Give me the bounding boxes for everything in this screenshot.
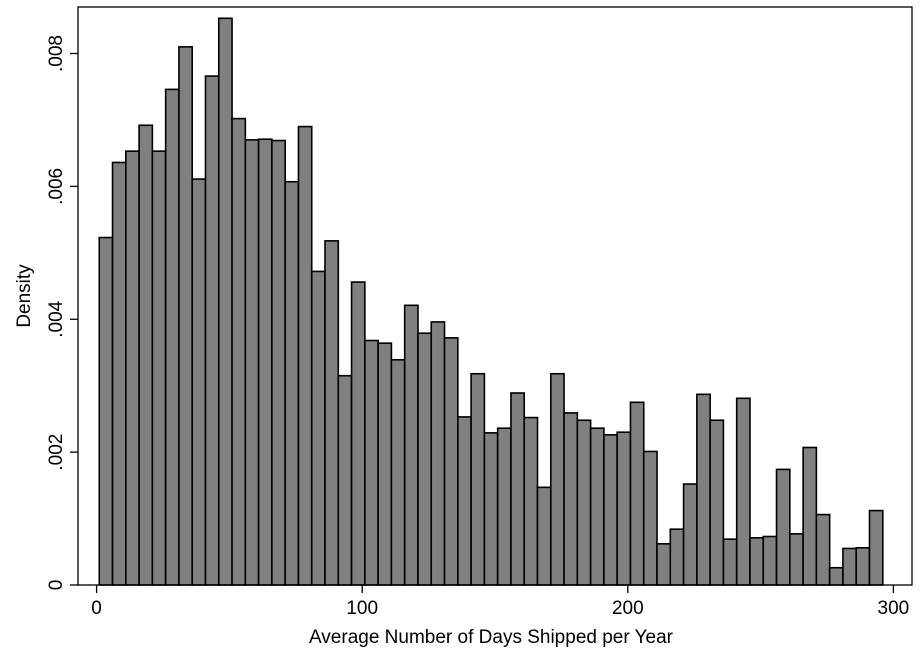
histogram-bar (191, 178, 207, 586)
histogram-bar (324, 240, 340, 586)
histogram-bar (98, 236, 114, 586)
histogram-bar (603, 434, 618, 586)
histogram-bar (682, 483, 698, 586)
plot-frame (77, 6, 913, 586)
histogram-bar (842, 547, 858, 586)
histogram-bar (204, 75, 220, 586)
histogram-bar (669, 528, 685, 586)
y-tick-label: .002 (46, 434, 67, 471)
histogram-bar (749, 537, 765, 586)
x-tick-label: 100 (346, 598, 378, 619)
histogram-bar (616, 431, 632, 586)
histogram-bar (178, 46, 194, 586)
y-tick-label: .008 (46, 35, 67, 72)
histogram-bar (403, 304, 419, 586)
histogram-bar (231, 117, 247, 586)
x-tick-label: 300 (878, 598, 910, 619)
histogram-bar (430, 321, 446, 586)
histogram-bar (417, 332, 433, 586)
histogram-bar (589, 427, 605, 586)
histogram-bar (709, 419, 725, 586)
histogram-bar (576, 419, 592, 586)
histogram-bar (151, 150, 167, 586)
histogram-bar (217, 17, 233, 586)
histogram-bar (125, 150, 140, 586)
x-axis: 0 100 200 300 (91, 585, 909, 619)
histogram-bar (762, 535, 778, 586)
histogram-bar (443, 337, 459, 586)
y-axis-title: Density (14, 264, 35, 328)
histogram-bar (735, 397, 751, 586)
histogram-bar (257, 138, 273, 586)
y-tick-label: 0 (46, 580, 67, 591)
histogram-bar (789, 533, 804, 586)
histogram-bar (244, 139, 260, 586)
histogram-bar (337, 374, 353, 586)
histogram-bar (775, 468, 791, 586)
histogram-bar (138, 124, 154, 586)
histogram-bar (470, 372, 486, 586)
histogram-bar (390, 358, 406, 586)
histogram-bar (629, 401, 645, 586)
histogram-bar (696, 393, 711, 586)
histogram-bar (457, 416, 472, 586)
histogram-bar (722, 538, 738, 586)
histogram-bar (802, 446, 818, 586)
histogram-bar (483, 432, 499, 586)
x-tick-label: 0 (91, 598, 102, 619)
histogram-bar (350, 281, 366, 586)
histogram-bar (364, 339, 379, 586)
histogram-bar (164, 88, 180, 586)
histogram-bar (496, 427, 512, 586)
histogram-bars (98, 17, 884, 586)
histogram-bar (271, 139, 286, 586)
x-tick-label: 200 (612, 598, 644, 619)
histogram-bar (310, 270, 326, 586)
histogram-bar (642, 450, 658, 586)
histogram-bar (855, 546, 871, 586)
histogram-bar (549, 372, 565, 586)
histogram-bar (523, 416, 539, 586)
histogram-bar (563, 412, 579, 586)
histogram-bar (284, 180, 300, 586)
histogram-bar (377, 342, 393, 586)
histogram-bar (868, 509, 884, 586)
y-tick-label: .004 (46, 300, 67, 337)
histogram-bar (828, 566, 844, 586)
histogram-bar (111, 161, 127, 586)
histogram-bar (510, 392, 526, 586)
x-axis-title: Average Number of Days Shipped per Year (309, 627, 674, 648)
histogram-bar (815, 513, 831, 586)
histogram-bar (297, 125, 313, 586)
histogram-bar (656, 543, 672, 586)
y-axis: 0 .002 .004 .006 .008 (46, 35, 78, 590)
y-tick-label: .006 (46, 168, 67, 205)
histogram-bar (536, 486, 552, 586)
